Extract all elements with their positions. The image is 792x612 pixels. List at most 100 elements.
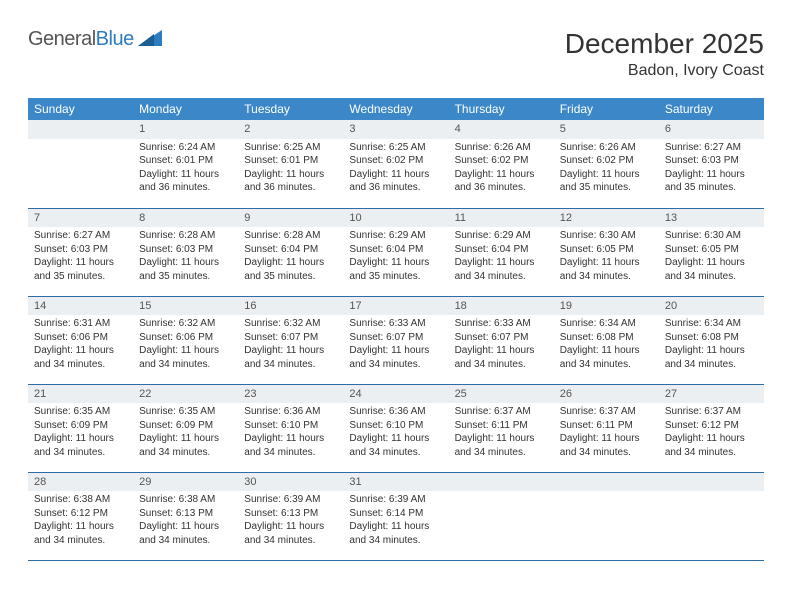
- daylight-line: Daylight: 11 hours and 34 minutes.: [34, 432, 127, 459]
- daylight-line: Daylight: 11 hours and 34 minutes.: [244, 520, 337, 547]
- sunset-line: Sunset: 6:14 PM: [349, 507, 442, 521]
- day-body: Sunrise: 6:26 AMSunset: 6:02 PMDaylight:…: [554, 139, 659, 199]
- calendar-cell: 15Sunrise: 6:32 AMSunset: 6:06 PMDayligh…: [133, 296, 238, 384]
- sunrise-line: Sunrise: 6:37 AM: [560, 405, 653, 419]
- day-body: Sunrise: 6:36 AMSunset: 6:10 PMDaylight:…: [343, 403, 448, 463]
- daylight-line: Daylight: 11 hours and 34 minutes.: [349, 344, 442, 371]
- day-body: Sunrise: 6:31 AMSunset: 6:06 PMDaylight:…: [28, 315, 133, 375]
- day-number: 24: [343, 385, 448, 404]
- day-body: Sunrise: 6:27 AMSunset: 6:03 PMDaylight:…: [28, 227, 133, 287]
- sunset-line: Sunset: 6:07 PM: [455, 331, 548, 345]
- day-body: Sunrise: 6:33 AMSunset: 6:07 PMDaylight:…: [343, 315, 448, 375]
- sunrise-line: Sunrise: 6:29 AM: [349, 229, 442, 243]
- sunrise-line: Sunrise: 6:35 AM: [139, 405, 232, 419]
- day-number: 2: [238, 120, 343, 139]
- calendar-cell: 29Sunrise: 6:38 AMSunset: 6:13 PMDayligh…: [133, 472, 238, 560]
- day-body: [659, 491, 764, 497]
- sunset-line: Sunset: 6:03 PM: [34, 243, 127, 257]
- sunrise-line: Sunrise: 6:27 AM: [665, 141, 758, 155]
- calendar-row: 28Sunrise: 6:38 AMSunset: 6:12 PMDayligh…: [28, 472, 764, 560]
- daylight-line: Daylight: 11 hours and 34 minutes.: [349, 432, 442, 459]
- day-body: Sunrise: 6:39 AMSunset: 6:13 PMDaylight:…: [238, 491, 343, 551]
- daylight-line: Daylight: 11 hours and 34 minutes.: [34, 344, 127, 371]
- calendar-cell: 6Sunrise: 6:27 AMSunset: 6:03 PMDaylight…: [659, 120, 764, 208]
- day-body: Sunrise: 6:37 AMSunset: 6:11 PMDaylight:…: [449, 403, 554, 463]
- day-number: 28: [28, 473, 133, 492]
- day-body: Sunrise: 6:32 AMSunset: 6:06 PMDaylight:…: [133, 315, 238, 375]
- sunrise-line: Sunrise: 6:24 AM: [139, 141, 232, 155]
- sunrise-line: Sunrise: 6:38 AM: [139, 493, 232, 507]
- calendar-row: 1Sunrise: 6:24 AMSunset: 6:01 PMDaylight…: [28, 120, 764, 208]
- day-body: [449, 491, 554, 497]
- sunset-line: Sunset: 6:08 PM: [665, 331, 758, 345]
- weekday-header: Wednesday: [343, 98, 448, 120]
- daylight-line: Daylight: 11 hours and 36 minutes.: [139, 168, 232, 195]
- sunset-line: Sunset: 6:09 PM: [139, 419, 232, 433]
- sunset-line: Sunset: 6:12 PM: [665, 419, 758, 433]
- sunset-line: Sunset: 6:09 PM: [34, 419, 127, 433]
- day-number: 17: [343, 297, 448, 316]
- calendar-cell: [28, 120, 133, 208]
- sunset-line: Sunset: 6:11 PM: [560, 419, 653, 433]
- day-number: 14: [28, 297, 133, 316]
- sunset-line: Sunset: 6:06 PM: [139, 331, 232, 345]
- sunrise-line: Sunrise: 6:25 AM: [349, 141, 442, 155]
- daylight-line: Daylight: 11 hours and 34 minutes.: [665, 432, 758, 459]
- sunset-line: Sunset: 6:08 PM: [560, 331, 653, 345]
- sunrise-line: Sunrise: 6:30 AM: [560, 229, 653, 243]
- calendar-cell: 21Sunrise: 6:35 AMSunset: 6:09 PMDayligh…: [28, 384, 133, 472]
- weekday-header: Monday: [133, 98, 238, 120]
- logo-triangle-icon: [138, 28, 162, 51]
- day-body: Sunrise: 6:25 AMSunset: 6:01 PMDaylight:…: [238, 139, 343, 199]
- sunrise-line: Sunrise: 6:29 AM: [455, 229, 548, 243]
- day-number: 7: [28, 209, 133, 228]
- calendar-row: 14Sunrise: 6:31 AMSunset: 6:06 PMDayligh…: [28, 296, 764, 384]
- sunset-line: Sunset: 6:10 PM: [349, 419, 442, 433]
- sunrise-line: Sunrise: 6:33 AM: [455, 317, 548, 331]
- logo-part1: General: [28, 28, 96, 50]
- day-body: Sunrise: 6:32 AMSunset: 6:07 PMDaylight:…: [238, 315, 343, 375]
- sunrise-line: Sunrise: 6:26 AM: [455, 141, 548, 155]
- day-body: Sunrise: 6:28 AMSunset: 6:04 PMDaylight:…: [238, 227, 343, 287]
- day-number: 30: [238, 473, 343, 492]
- sunset-line: Sunset: 6:13 PM: [139, 507, 232, 521]
- day-body: Sunrise: 6:33 AMSunset: 6:07 PMDaylight:…: [449, 315, 554, 375]
- calendar-cell: 20Sunrise: 6:34 AMSunset: 6:08 PMDayligh…: [659, 296, 764, 384]
- calendar-cell: 13Sunrise: 6:30 AMSunset: 6:05 PMDayligh…: [659, 208, 764, 296]
- day-number: 19: [554, 297, 659, 316]
- sunrise-line: Sunrise: 6:34 AM: [560, 317, 653, 331]
- day-number: 18: [449, 297, 554, 316]
- calendar-head: SundayMondayTuesdayWednesdayThursdayFrid…: [28, 98, 764, 120]
- sunrise-line: Sunrise: 6:36 AM: [349, 405, 442, 419]
- sunset-line: Sunset: 6:03 PM: [665, 154, 758, 168]
- daylight-line: Daylight: 11 hours and 34 minutes.: [455, 344, 548, 371]
- calendar-row: 7Sunrise: 6:27 AMSunset: 6:03 PMDaylight…: [28, 208, 764, 296]
- sunrise-line: Sunrise: 6:37 AM: [455, 405, 548, 419]
- calendar-cell: 23Sunrise: 6:36 AMSunset: 6:10 PMDayligh…: [238, 384, 343, 472]
- calendar-cell: 14Sunrise: 6:31 AMSunset: 6:06 PMDayligh…: [28, 296, 133, 384]
- day-number: 4: [449, 120, 554, 139]
- daylight-line: Daylight: 11 hours and 35 minutes.: [349, 256, 442, 283]
- day-number: 12: [554, 209, 659, 228]
- daylight-line: Daylight: 11 hours and 34 minutes.: [455, 256, 548, 283]
- sunrise-line: Sunrise: 6:26 AM: [560, 141, 653, 155]
- calendar-cell: 7Sunrise: 6:27 AMSunset: 6:03 PMDaylight…: [28, 208, 133, 296]
- daylight-line: Daylight: 11 hours and 36 minutes.: [455, 168, 548, 195]
- day-body: Sunrise: 6:37 AMSunset: 6:11 PMDaylight:…: [554, 403, 659, 463]
- sunset-line: Sunset: 6:06 PM: [34, 331, 127, 345]
- sunset-line: Sunset: 6:02 PM: [349, 154, 442, 168]
- day-number: 10: [343, 209, 448, 228]
- day-number: 27: [659, 385, 764, 404]
- sunset-line: Sunset: 6:03 PM: [139, 243, 232, 257]
- calendar-cell: 24Sunrise: 6:36 AMSunset: 6:10 PMDayligh…: [343, 384, 448, 472]
- day-body: Sunrise: 6:38 AMSunset: 6:13 PMDaylight:…: [133, 491, 238, 551]
- calendar-cell: 3Sunrise: 6:25 AMSunset: 6:02 PMDaylight…: [343, 120, 448, 208]
- day-number: 20: [659, 297, 764, 316]
- day-body: Sunrise: 6:36 AMSunset: 6:10 PMDaylight:…: [238, 403, 343, 463]
- day-number: 31: [343, 473, 448, 492]
- sunrise-line: Sunrise: 6:27 AM: [34, 229, 127, 243]
- calendar-cell: 26Sunrise: 6:37 AMSunset: 6:11 PMDayligh…: [554, 384, 659, 472]
- daylight-line: Daylight: 11 hours and 34 minutes.: [139, 344, 232, 371]
- day-body: Sunrise: 6:28 AMSunset: 6:03 PMDaylight:…: [133, 227, 238, 287]
- sunrise-line: Sunrise: 6:33 AM: [349, 317, 442, 331]
